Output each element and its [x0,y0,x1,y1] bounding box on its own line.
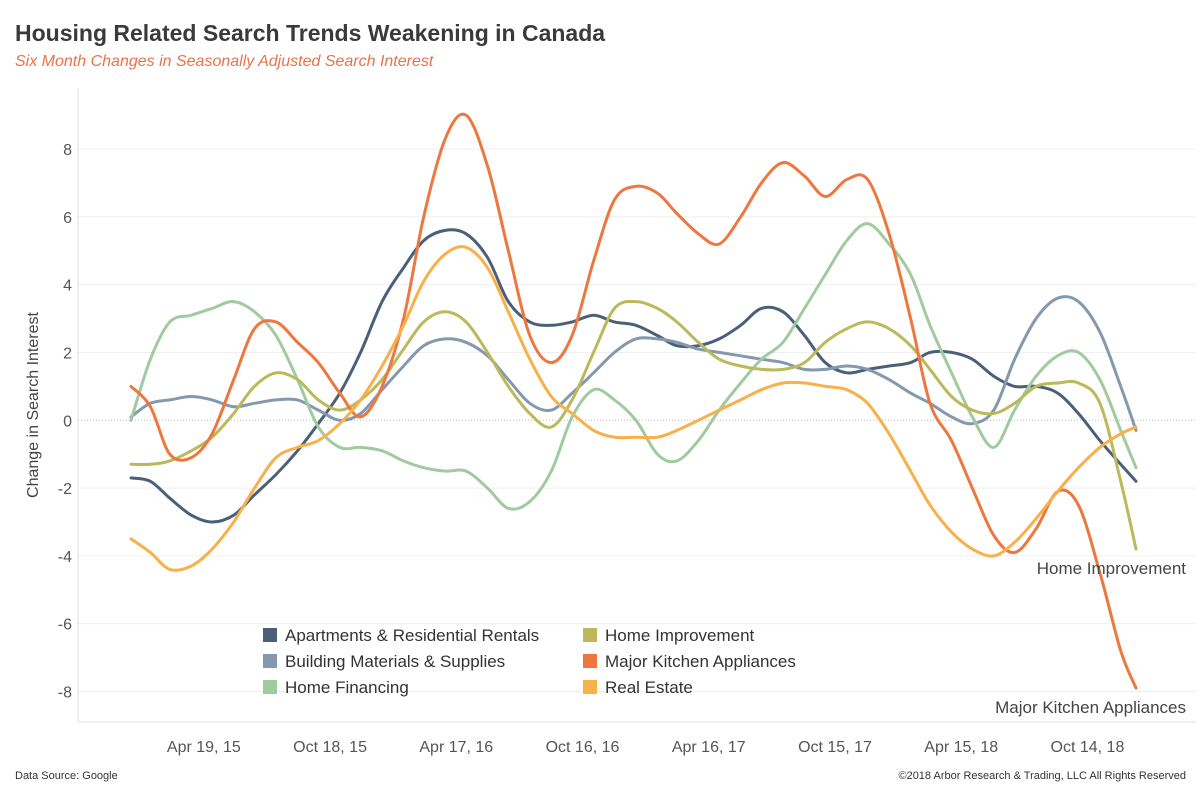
x-tick-label: Oct 15, 17 [798,739,872,756]
legend-label: Real Estate [605,678,693,697]
x-tick-label: Apr 15, 18 [924,739,998,756]
x-tick-label: Apr 17, 16 [419,739,493,756]
legend-label: Major Kitchen Appliances [605,652,796,671]
y-tick-label: -8 [58,684,72,701]
legend-swatch [583,628,597,642]
data-source-note: Data Source: Google [15,770,118,782]
series-lines [129,112,1138,690]
series-line-apartments-residential-rentals [129,228,1138,524]
series-line-home-improvement [129,299,1138,551]
x-tick-label: Apr 19, 15 [167,739,241,756]
chart-title: Housing Related Search Trends Weakening … [15,20,606,46]
legend-swatch [583,680,597,694]
y-tick-label: -6 [58,617,72,634]
y-tick-label: 4 [63,278,72,295]
legend: Apartments & Residential Rentals Building… [263,626,796,697]
copyright-note: ©2018 Arbor Research & Trading, LLC All … [898,770,1186,782]
legend-label: Apartments & Residential Rentals [285,626,539,645]
legend-label: Home Improvement [605,626,755,645]
x-tick-label: Oct 18, 15 [293,739,367,756]
series-line-building-materials-supplies [129,295,1138,432]
legend-swatch [583,654,597,668]
end-label: Major Kitchen Appliances [995,698,1186,717]
x-tick-label: Oct 16, 16 [546,739,620,756]
legend-swatch [263,628,277,642]
end-labels: Home Improvement Major Kitchen Appliances [995,559,1186,717]
x-tick-label: Apr 16, 17 [672,739,746,756]
end-label: Home Improvement [1037,559,1187,578]
y-tick-label: 2 [63,345,72,362]
legend-swatch [263,680,277,694]
y-tick-label: 0 [63,413,72,430]
y-tick-label: -2 [58,481,72,498]
y-axis-title: Change in Search Interest [25,312,42,498]
chart-subtitle: Six Month Changes in Seasonally Adjusted… [15,53,434,70]
series-line-major-kitchen-appliances [129,112,1138,690]
axes: -8 -6 -4 -2 0 2 4 6 8 Apr 19, 15 Oct 18, 15 Apr 17,… [25,88,1196,756]
y-tick-label: 6 [63,210,72,227]
legend-label: Home Financing [285,678,409,697]
legend-label: Building Materials & Supplies [285,652,505,671]
x-tick-label: Oct 14, 18 [1051,739,1125,756]
legend-swatch [263,654,277,668]
series-line-real-estate [129,245,1138,572]
y-tick-label: -4 [58,549,72,566]
y-tick-label: 8 [63,142,72,159]
